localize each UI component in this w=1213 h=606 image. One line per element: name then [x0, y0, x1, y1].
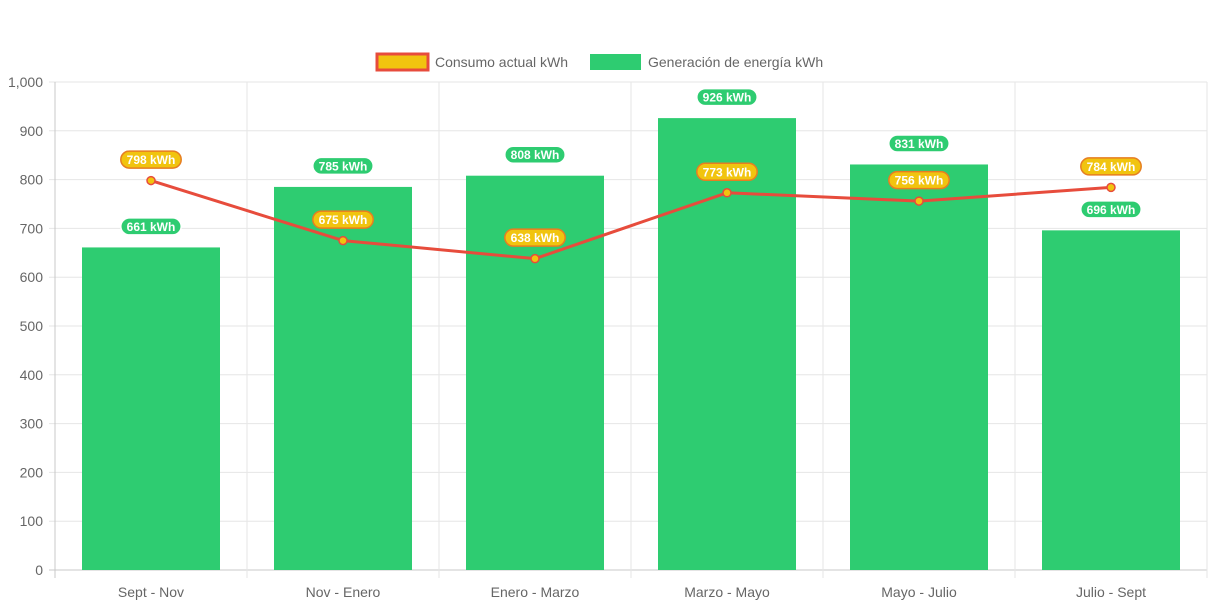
- y-tick-label: 800: [20, 172, 44, 188]
- legend-swatch-consumo: [375, 52, 430, 72]
- bar-generacion: [658, 118, 796, 570]
- y-tick-label: 400: [20, 367, 44, 383]
- y-tick-label: 300: [20, 416, 44, 432]
- y-tick-label: 1,000: [8, 74, 43, 90]
- line-data-label: 675 kWh: [312, 210, 374, 229]
- line-data-label-bg: [120, 150, 182, 169]
- line-data-label: 784 kWh: [1080, 157, 1142, 176]
- line-data-label: 638 kWh: [504, 228, 566, 247]
- bar-data-label-text: 926 kWh: [703, 91, 752, 105]
- line-data-label-bg: [504, 228, 566, 247]
- point-consumo: [722, 188, 732, 198]
- bar-data-label-text: 831 kWh: [895, 137, 944, 151]
- data-labels: 661 kWh 785 kWh 808 kWh 926 kWh 831 kWh 696 k…: [120, 87, 1142, 247]
- bar-data-label: 661 kWh: [120, 217, 182, 236]
- line-data-label-text: 773 kWh: [703, 165, 752, 179]
- line-consumo: [150, 179, 1112, 261]
- bar-data-label-text: 808 kWh: [511, 148, 560, 162]
- bar-generacion: [850, 164, 988, 571]
- x-tick-label: Nov - Enero: [306, 584, 381, 600]
- bar-data-label: 785 kWh: [312, 156, 374, 176]
- line-data-label-bg: [1080, 157, 1142, 176]
- grid-lines: [49, 81, 1208, 578]
- x-tick-label: Julio - Sept: [1076, 584, 1146, 600]
- bar-generacion: [1042, 230, 1180, 571]
- x-tick-label: Mayo - Julio: [881, 584, 957, 600]
- bar-data-label-text: 785 kWh: [319, 159, 368, 173]
- line-series: [146, 175, 1116, 264]
- point-consumo: [530, 253, 540, 264]
- line-data-label-bg: [888, 170, 950, 190]
- legend-swatch-generacion: [590, 54, 641, 70]
- x-tick-label: Marzo - Mayo: [684, 584, 770, 600]
- line-data-label-text: 756 kWh: [895, 174, 944, 188]
- line-data-label: 773 kWh: [696, 162, 758, 182]
- x-tick-label: Enero - Marzo: [491, 584, 580, 600]
- y-tick-label: 0: [35, 562, 43, 578]
- y-tick-label: 900: [20, 123, 44, 139]
- line-data-label-bg: [696, 162, 758, 182]
- bar-data-label: 831 kWh: [888, 134, 950, 153]
- bar-data-label-text: 661 kWh: [127, 220, 176, 234]
- line-data-label-bg: [312, 210, 374, 229]
- line-data-label-text: 784 kWh: [1087, 160, 1136, 174]
- y-tick-label: 200: [20, 464, 44, 480]
- bar-data-label-bg: [696, 87, 758, 107]
- point-consumo: [146, 175, 156, 186]
- bar-data-label-bg: [888, 134, 950, 153]
- bar-generacion: [82, 247, 220, 570]
- x-tick-label: Sept - Nov: [118, 584, 184, 600]
- line-data-label: 798 kWh: [120, 150, 182, 169]
- line-data-label-text: 675 kWh: [319, 213, 368, 227]
- bar-data-label-bg: [504, 145, 566, 164]
- line-data-label-text: 638 kWh: [511, 231, 560, 245]
- y-tick-label: 100: [20, 513, 44, 529]
- bar-data-label: 926 kWh: [696, 87, 758, 107]
- legend-label-generacion: Generación de energía kWh: [648, 54, 823, 70]
- line-data-label-text: 798 kWh: [127, 153, 176, 167]
- bar-data-label-bg: [1080, 200, 1142, 219]
- y-tick-label: 600: [20, 269, 44, 285]
- bar-data-label-bg: [312, 156, 374, 176]
- legend-label-consumo: Consumo actual kWh: [435, 54, 568, 70]
- point-consumo: [338, 235, 348, 246]
- point-consumo: [1106, 182, 1116, 193]
- line-data-label: 756 kWh: [888, 170, 950, 190]
- y-tick-label: 700: [20, 220, 44, 236]
- axes: 0 100 200 300 400 500 600 700 800 900 1,000 Sept - …: [8, 74, 1146, 600]
- bar-data-label-bg: [120, 217, 182, 236]
- bar-data-label-text: 696 kWh: [1087, 203, 1136, 217]
- bar-data-label: 808 kWh: [504, 145, 566, 164]
- bar-generacion: [274, 186, 412, 571]
- y-tick-label: 500: [20, 318, 44, 334]
- legend: Consumo actual kWh Generación de energía …: [375, 52, 823, 72]
- bar-data-label: 696 kWh: [1080, 200, 1142, 219]
- point-consumo: [914, 196, 924, 206]
